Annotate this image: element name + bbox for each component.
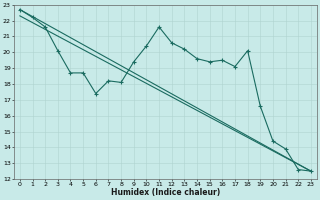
X-axis label: Humidex (Indice chaleur): Humidex (Indice chaleur)	[111, 188, 220, 197]
